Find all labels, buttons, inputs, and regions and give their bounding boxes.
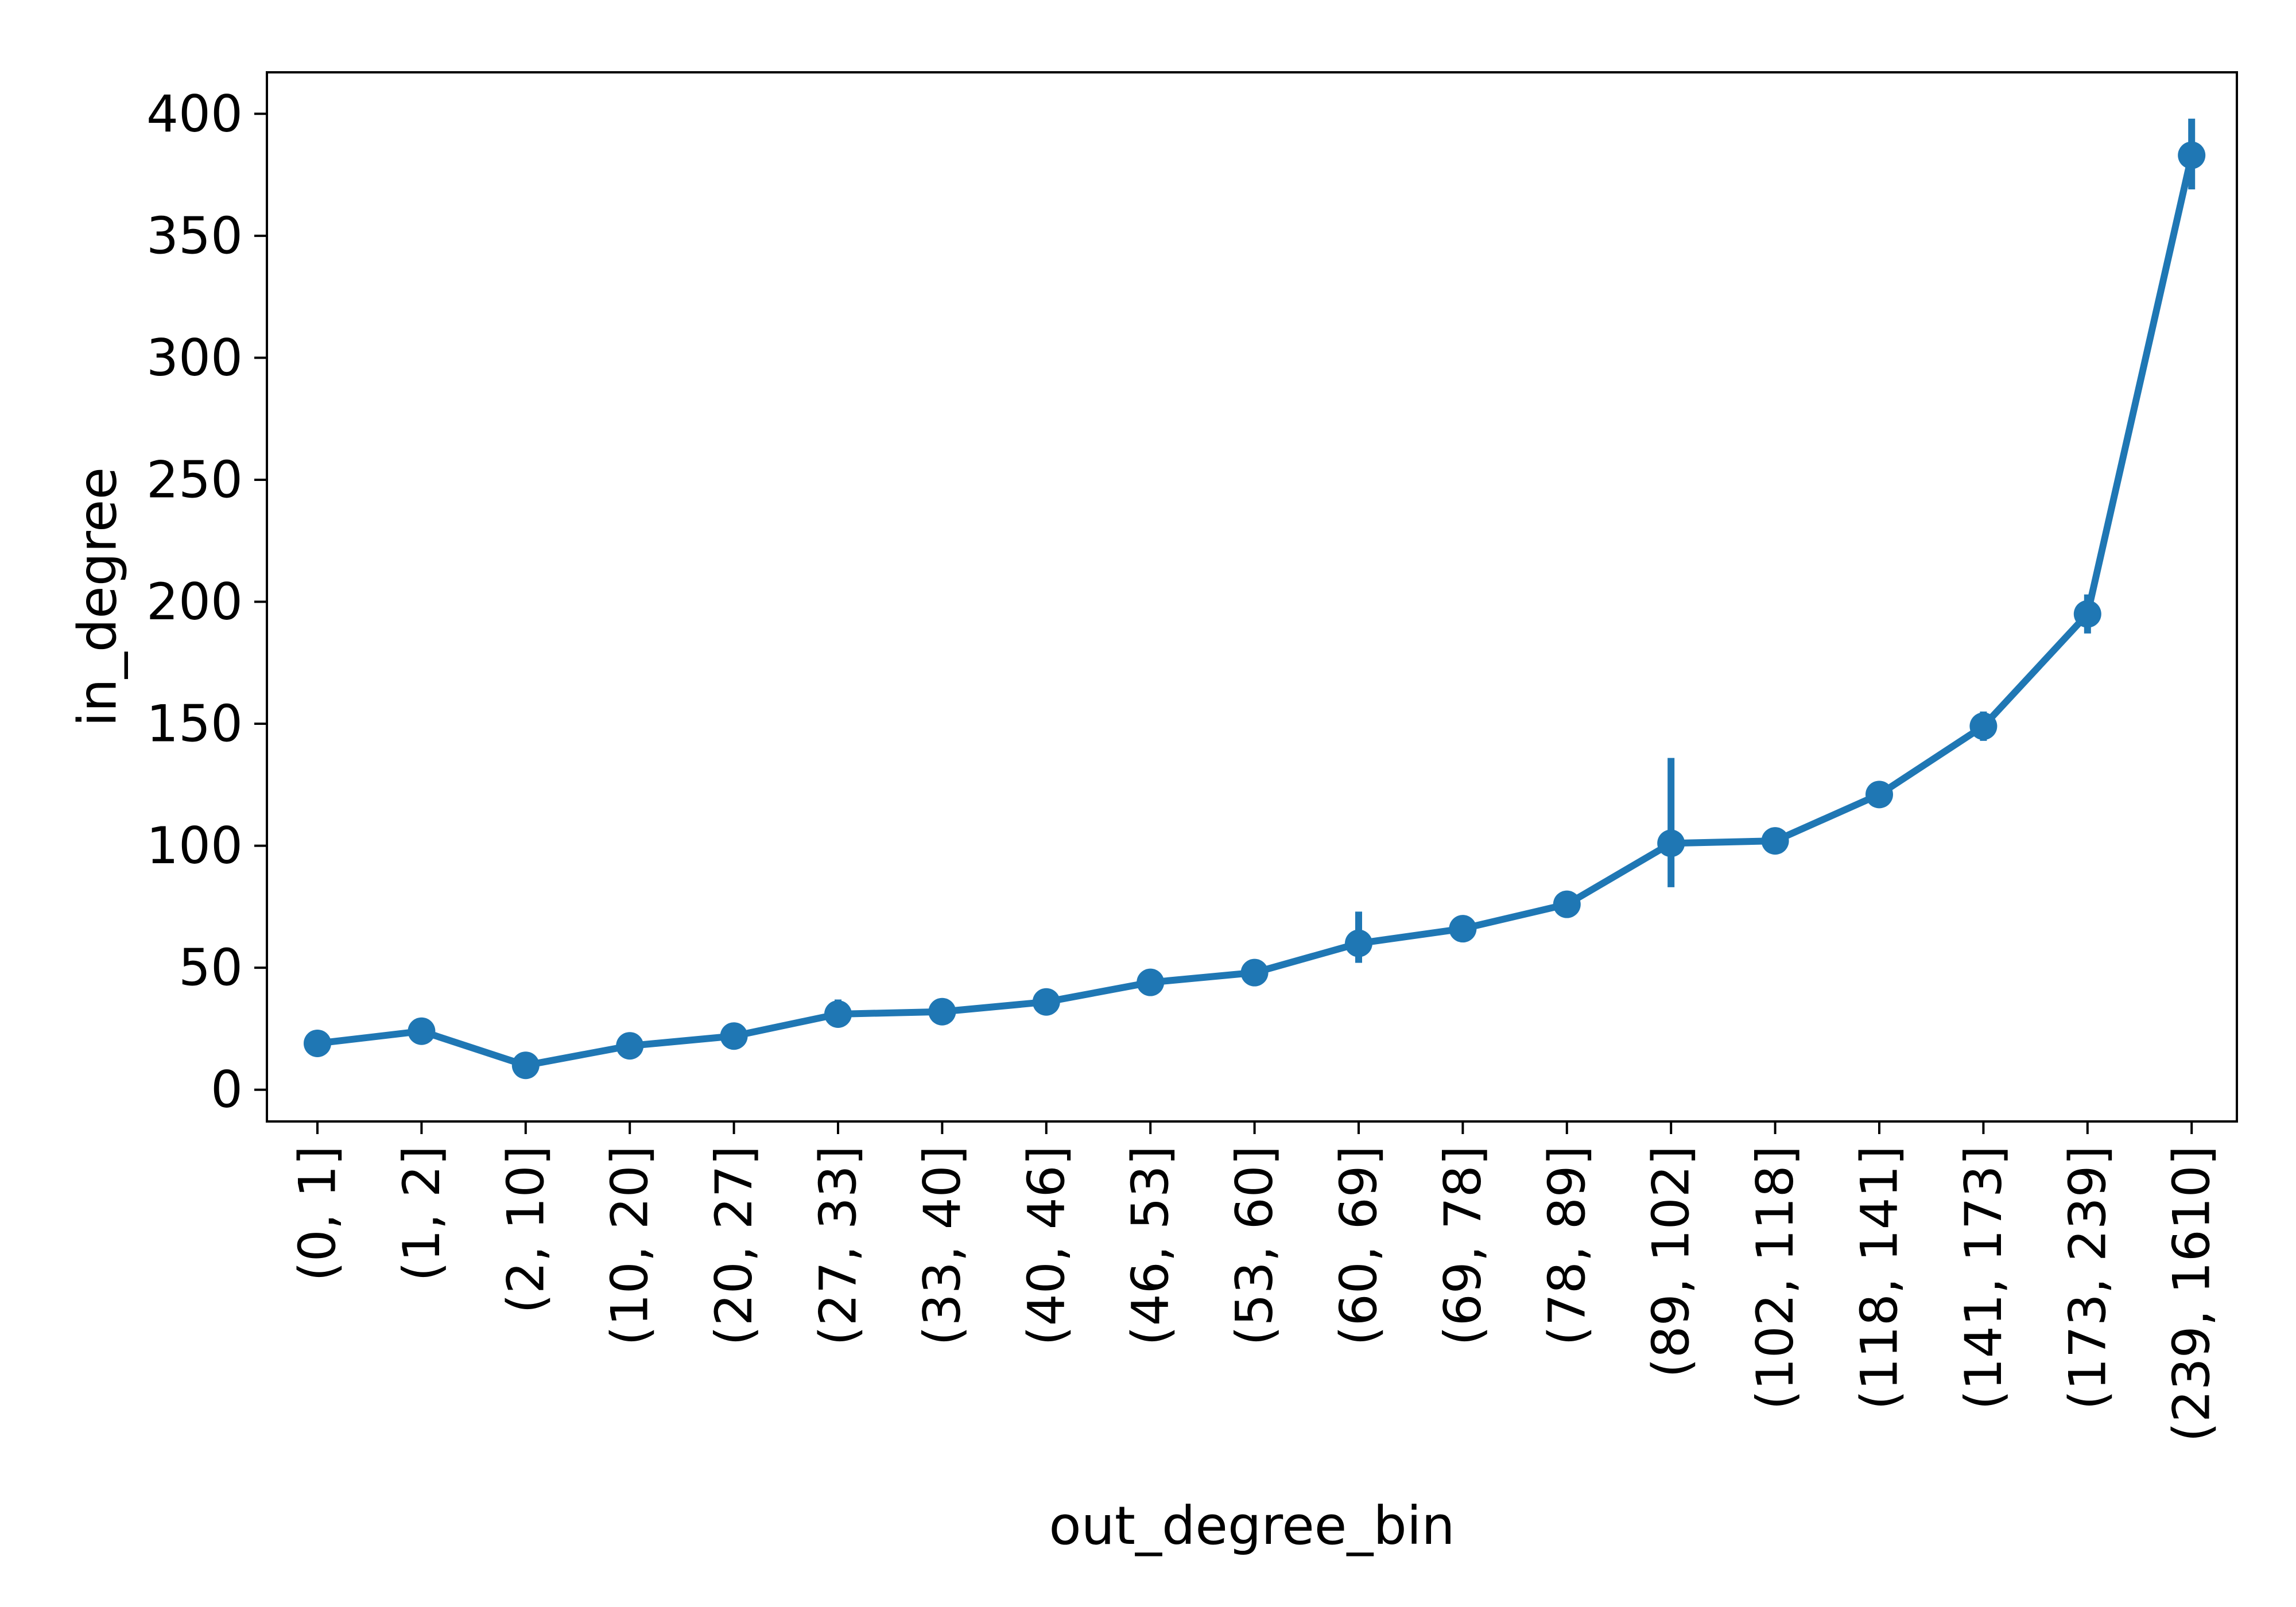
x-tick-label: (173, 239] [2058,1146,2117,1410]
data-point [304,1029,331,1057]
x-tick-label: (118, 141] [1850,1146,1909,1410]
y-axis-label: in_degree [67,467,129,727]
data-point [1137,968,1165,996]
x-tick-label: (69, 78] [1433,1146,1492,1346]
data-point [2073,600,2101,628]
x-tick-label: (141, 173] [1954,1146,2013,1410]
data-point [1449,915,1477,943]
x-tick-label: (20, 27] [704,1146,763,1346]
data-point [720,1022,748,1050]
data-point [1969,712,1998,740]
x-tick-label: (239, 1610] [2162,1146,2221,1442]
data-point [2178,141,2206,169]
y-tick-label: 50 [179,938,243,997]
x-axis-label: out_degree_bin [1049,1495,1455,1556]
data-point [1761,827,1789,855]
plot-frame [266,71,2238,1123]
y-tick-label: 350 [146,206,243,265]
y-tick-label: 250 [146,450,243,509]
x-axis-ticks: (0, 1] (1, 2] (2, 10] (10, 20] (20, 27] (27, … [288,1121,2221,1442]
data-point [616,1032,644,1060]
x-tick-label: (102, 118] [1746,1146,1805,1410]
data-point [824,1000,852,1028]
x-tick-label: (10, 20] [600,1146,660,1346]
series-layer [304,118,2206,1080]
x-tick-label: (1, 2] [392,1146,451,1282]
data-point [1865,781,1893,809]
x-tick-label: (33, 40] [913,1146,972,1346]
data-point [408,1017,436,1045]
x-tick-label: (2, 10] [496,1146,555,1314]
y-tick-label: 400 [146,84,243,143]
x-tick-label: (46, 53] [1121,1146,1180,1346]
y-tick-label: 200 [146,572,243,631]
x-tick-label: (27, 33] [809,1146,868,1346]
data-point [1553,890,1581,918]
x-tick-label: (40, 46] [1017,1146,1076,1346]
data-point [1657,829,1685,857]
x-tick-label: (60, 69] [1329,1146,1389,1346]
x-tick-label: (89, 102] [1642,1146,1701,1378]
x-tick-label: (53, 60] [1225,1146,1284,1346]
data-point [1240,958,1269,987]
y-axis-ticks: 0 50 100 150 200 250 300 350 400 [146,84,267,1119]
y-tick-label: 300 [146,328,243,387]
y-tick-label: 100 [146,816,243,875]
x-tick-label: (78, 89] [1537,1146,1596,1346]
plot-border [266,71,2238,1123]
y-tick-label: 150 [146,694,243,754]
data-point [511,1051,540,1080]
data-point [1032,988,1060,1016]
x-tick-label: (0, 1] [288,1146,347,1282]
data-point [928,997,956,1026]
y-tick-label: 0 [211,1060,243,1119]
data-point [1345,929,1372,957]
